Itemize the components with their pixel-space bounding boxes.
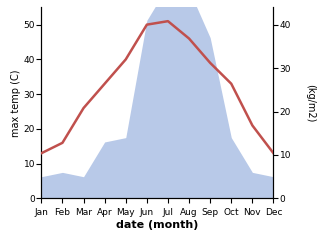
Y-axis label: max temp (C): max temp (C)	[11, 69, 21, 136]
Y-axis label: med. precipitation
(kg/m2): med. precipitation (kg/m2)	[305, 58, 318, 148]
X-axis label: date (month): date (month)	[116, 220, 199, 230]
